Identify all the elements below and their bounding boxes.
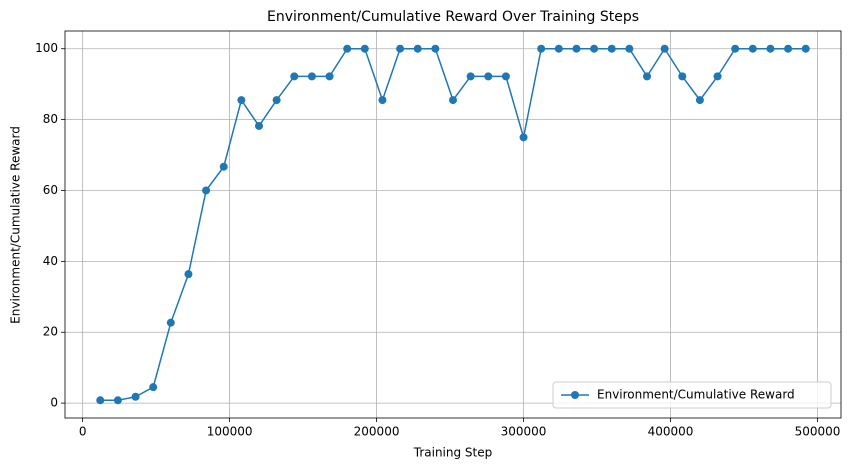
data-point: [343, 44, 352, 53]
data-point: [307, 72, 316, 81]
data-point: [396, 44, 405, 53]
data-point: [325, 72, 334, 81]
y-tick-label: 80: [43, 112, 58, 126]
data-point: [290, 72, 299, 81]
data-point: [784, 44, 793, 53]
x-axis-label: Training Step: [413, 446, 493, 460]
x-tick-label: 100000: [207, 425, 253, 439]
data-point: [537, 44, 546, 53]
legend-label: Environment/Cumulative Reward: [597, 388, 795, 402]
data-point: [96, 396, 105, 405]
data-point: [660, 44, 669, 53]
data-point: [766, 44, 775, 53]
data-point: [554, 44, 563, 53]
y-tick-label: 100: [35, 41, 58, 55]
data-point: [501, 72, 510, 81]
x-tick-label: 200000: [354, 425, 400, 439]
data-point: [695, 96, 704, 105]
data-point: [572, 44, 581, 53]
data-point: [748, 44, 757, 53]
legend-box: [552, 381, 832, 409]
data-point: [713, 72, 722, 81]
data-point: [484, 72, 493, 81]
data-point: [466, 72, 475, 81]
data-point: [166, 318, 175, 327]
data-point: [149, 383, 158, 392]
y-tick-label: 0: [50, 396, 58, 410]
x-tick-label: 0: [79, 425, 87, 439]
x-tick-label: 500000: [795, 425, 841, 439]
chart-title: Environment/Cumulative Reward Over Train…: [267, 9, 639, 25]
data-point: [590, 44, 599, 53]
data-point: [607, 44, 616, 53]
data-point: [378, 96, 387, 105]
data-point: [449, 96, 457, 105]
data-point: [801, 44, 810, 53]
data-point: [413, 44, 422, 53]
data-point: [731, 44, 740, 53]
y-tick-label: 60: [43, 183, 58, 197]
y-axis-label: Environment/Cumulative Reward: [9, 126, 23, 324]
data-point: [678, 72, 687, 81]
data-point: [625, 44, 634, 53]
data-point: [113, 396, 122, 405]
data-point: [255, 121, 263, 130]
data-point: [360, 44, 369, 53]
data-point: [237, 96, 246, 105]
data-point: [519, 133, 528, 142]
data-point: [219, 162, 228, 171]
data-point: [272, 96, 281, 105]
data-point: [131, 392, 140, 401]
plot-frame: [64, 30, 842, 419]
data-point: [643, 72, 651, 81]
y-tick-label: 40: [43, 254, 58, 268]
data-point: [184, 270, 193, 279]
data-point: [431, 44, 440, 53]
data-point: [202, 186, 211, 195]
x-tick-label: 400000: [648, 425, 694, 439]
x-tick-label: 300000: [501, 425, 547, 439]
y-tick-label: 20: [43, 325, 58, 339]
legend-marker: [571, 391, 579, 399]
